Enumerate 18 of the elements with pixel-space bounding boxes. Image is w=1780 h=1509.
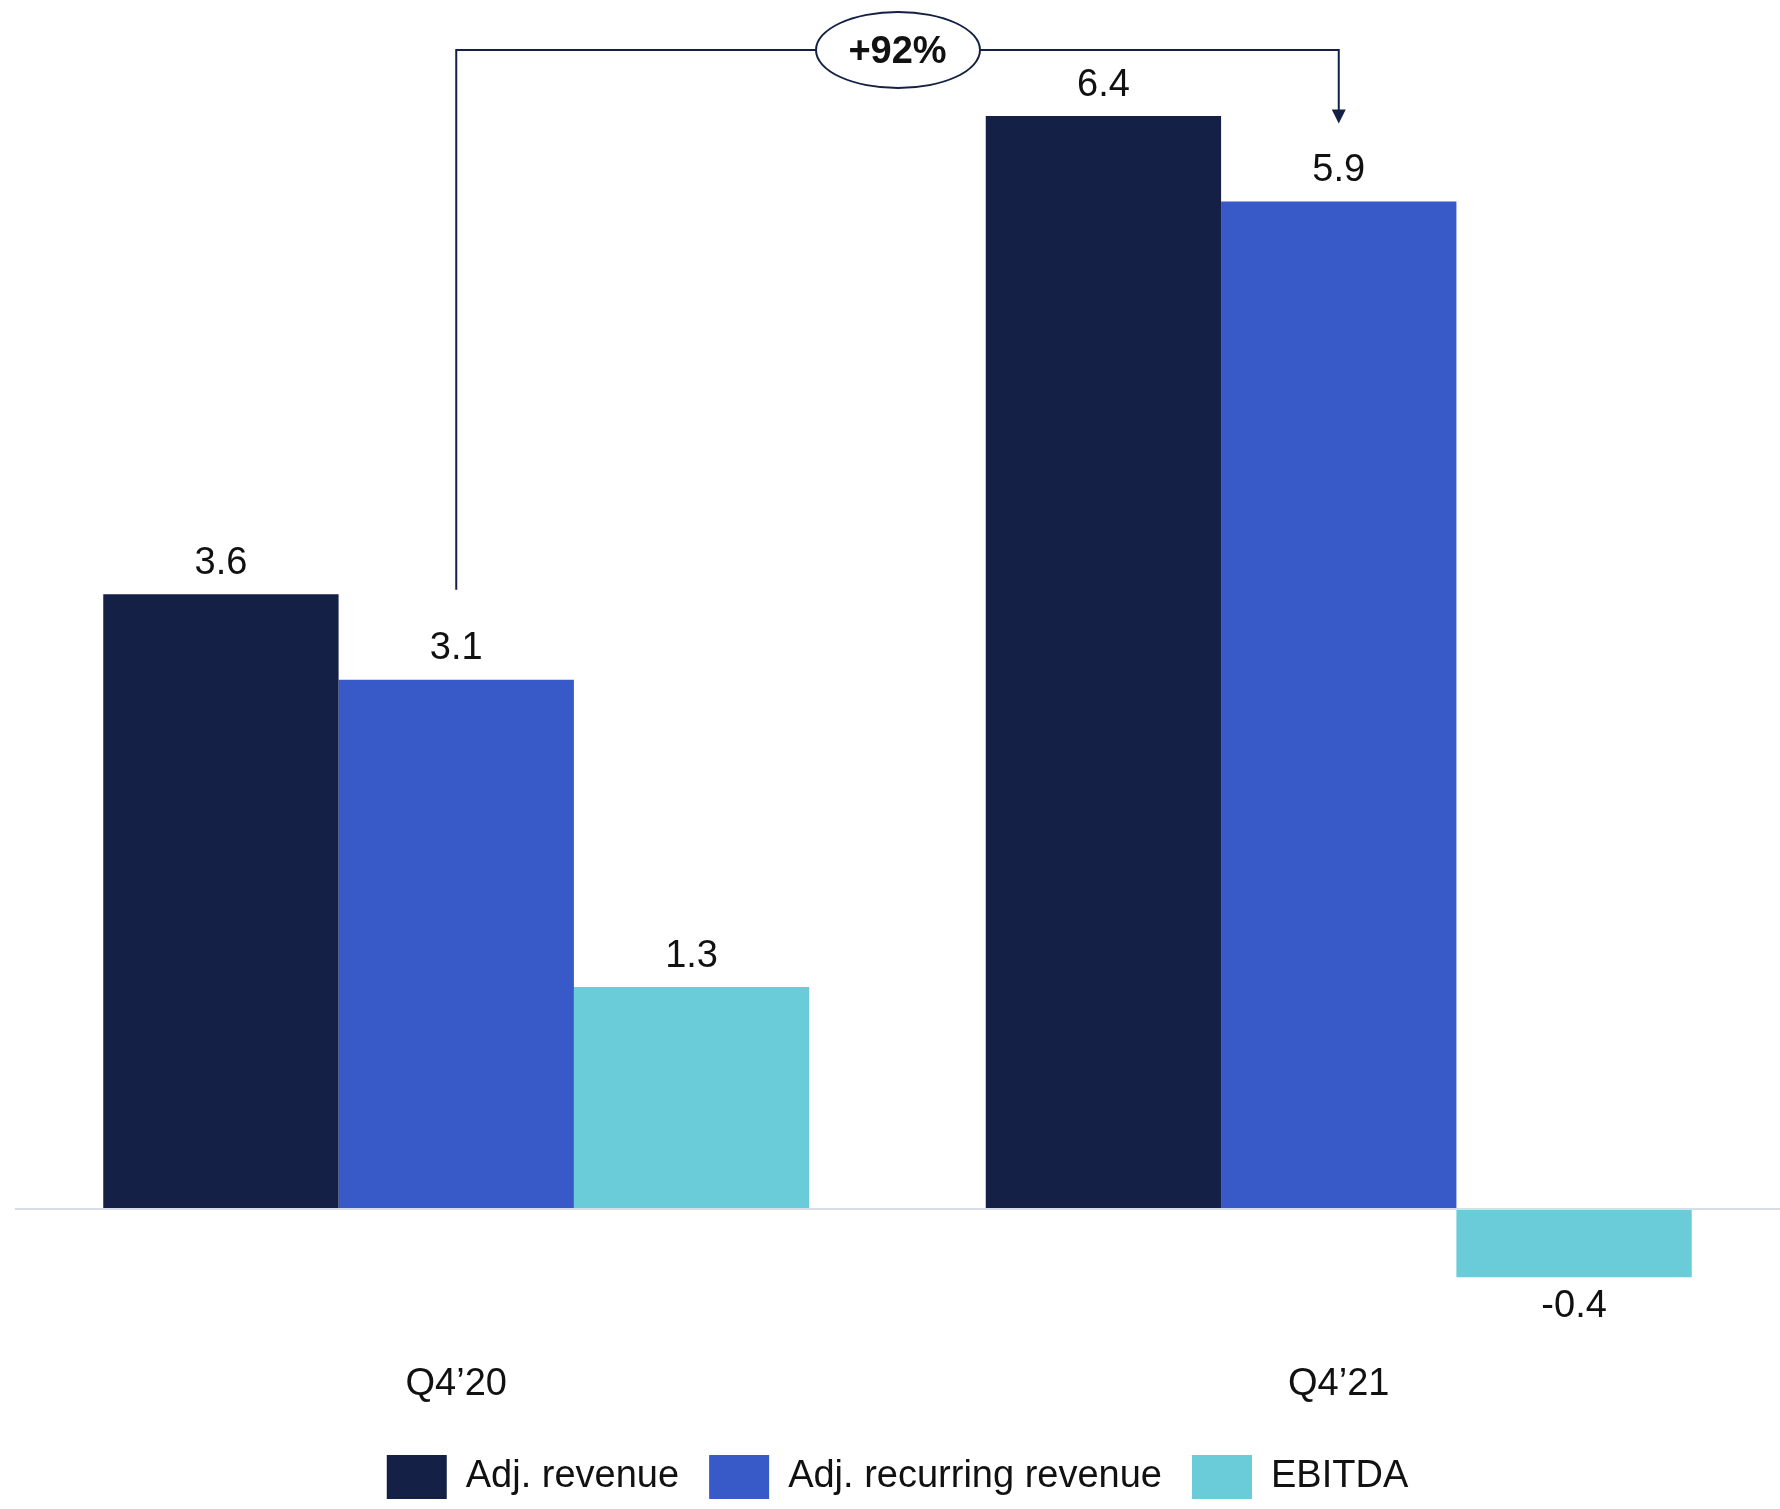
bar (985, 116, 1222, 1210)
legend-label: Adj. revenue (465, 1453, 680, 1496)
data-label: 3.1 (429, 625, 483, 668)
data-label: 1.3 (665, 932, 718, 975)
bar (1221, 201, 1457, 1210)
legend-label: Adj. recurring revenue (788, 1453, 1162, 1496)
data-label: 6.4 (1077, 61, 1130, 104)
data-label: -0.4 (1541, 1282, 1607, 1325)
bar (573, 987, 810, 1210)
x-tick-label: Q4’21 (1288, 1360, 1390, 1403)
data-label: 3.6 (194, 539, 248, 582)
x-tick-label: Q4’20 (405, 1360, 507, 1403)
bar (1456, 1209, 1692, 1278)
bar (103, 594, 339, 1210)
legend-label: EBITDA (1270, 1453, 1409, 1496)
text: +92% (814, 11, 981, 89)
data-label: 5.9 (1312, 146, 1366, 189)
bar (338, 679, 574, 1210)
